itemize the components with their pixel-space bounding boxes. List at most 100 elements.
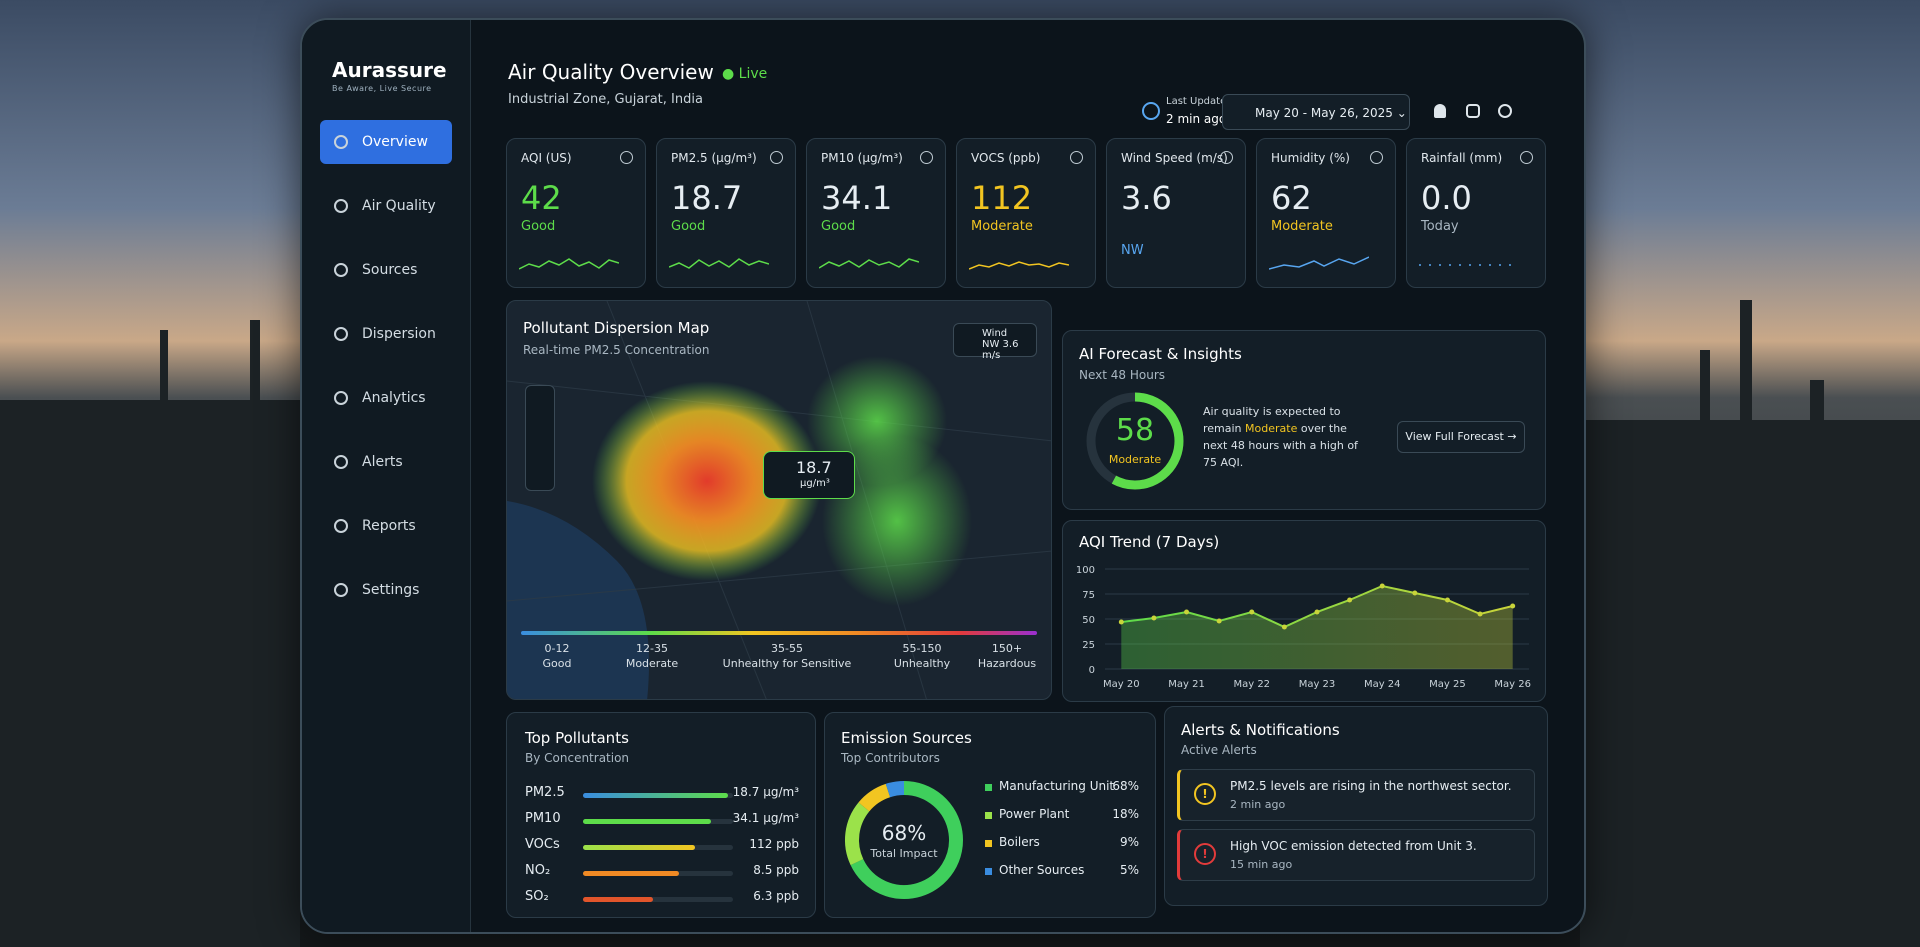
forecast-text: Air quality is expected to remain Modera… [1203, 403, 1373, 471]
forecast-title: AI Forecast & Insights [1079, 345, 1242, 363]
nav-item[interactable]: Alerts [320, 440, 452, 484]
x-tick-label: May 22 [1233, 679, 1270, 690]
trend-point [1216, 618, 1222, 624]
nav-label: Alerts [362, 454, 403, 470]
skyline [0, 300, 1920, 947]
metric-card: PM2.5 (µg/m³) 18.7 Good [656, 138, 796, 288]
metric-status: NW [1121, 243, 1144, 258]
pollutant-row: PM10 34.1 µg/m³ [525, 811, 799, 831]
brand-name: Aurassure [332, 58, 447, 82]
metric-card: Rainfall (mm) 0.0 Today [1406, 138, 1546, 288]
text: PM2.5 [525, 785, 565, 800]
pollutants-subtitle: By Concentration [525, 751, 630, 765]
trend-point [1412, 590, 1418, 596]
trend-panel: AQI Trend (7 Days) 0 25 50 75 100 May 20 May 2… [1062, 520, 1546, 702]
text: Air quality is expected to remain [1203, 405, 1341, 435]
text: 55-150 [902, 642, 942, 655]
location: Industrial Zone, Gujarat, India [508, 92, 703, 107]
nav-item[interactable]: Overview [320, 120, 452, 164]
legend-swatch [985, 868, 992, 875]
text: 2 min ago [1230, 798, 1286, 811]
user-icon[interactable] [1498, 104, 1512, 118]
legend-scale [521, 631, 1037, 635]
x-tick-label: May 20 [1103, 679, 1140, 690]
metric-label: VOCS (ppb) [971, 151, 1041, 165]
date-picker[interactable]: May 20 - May 26, 2025 ⌄ [1222, 94, 1410, 130]
metric-label: PM2.5 (µg/m³) [671, 151, 757, 165]
sparkline [669, 258, 769, 269]
live-label: Live [738, 66, 768, 82]
trend-chart: 0 25 50 75 100 May 20 May 21 May 22 May 23 May 24… [1076, 565, 1531, 690]
trend-point [1510, 603, 1516, 609]
trend-area [1121, 586, 1513, 669]
legend-label: Power Plant [999, 807, 1070, 821]
text: PM10 [525, 811, 561, 826]
pollutant-row: PM2.5 18.7 µg/m³ [525, 785, 799, 805]
metric-label: PM10 (µg/m³) [821, 151, 903, 165]
reading-value: 18.7 [796, 458, 832, 477]
legend-label: Other Sources [999, 863, 1085, 877]
device-icon[interactable] [1466, 104, 1480, 118]
x-tick-label: May 23 [1299, 679, 1336, 690]
nav-item[interactable]: Settings [320, 568, 452, 612]
map-controls[interactable] [525, 385, 555, 491]
trend-point [1477, 611, 1483, 617]
pollutants-panel: Top Pollutants By Concentration PM2.5 18.7… [506, 712, 816, 918]
trend-point [1118, 619, 1124, 625]
metric-value: 0.0 [1421, 179, 1472, 217]
forecast-button[interactable]: View Full Forecast → [1397, 421, 1525, 453]
trend-point [1444, 597, 1450, 603]
forecast-panel: AI Forecast & Insights Next 48 Hours 58 M… [1062, 330, 1546, 510]
sparkline [819, 258, 919, 269]
metric-status: Today [1421, 219, 1459, 234]
date-range: May 20 - May 26, 2025 [1255, 106, 1393, 120]
nav-item[interactable]: Dispersion [320, 312, 452, 356]
metric-status: Moderate [1271, 219, 1333, 234]
trend-point [1314, 609, 1320, 615]
metric-value: 112 [971, 179, 1033, 217]
forecast-subtitle: Next 48 Hours [1079, 368, 1166, 382]
metric-value: 34.1 [821, 179, 893, 217]
text: Unhealthy [893, 657, 951, 670]
x-tick-label: May 26 [1494, 679, 1531, 690]
donut-center-label: Total Impact [870, 847, 938, 860]
emission-legend-row: Power Plant 18% [985, 807, 1139, 827]
emission-donut [845, 781, 963, 899]
nav-item[interactable]: Air Quality [320, 184, 452, 228]
nav-item[interactable]: Reports [320, 504, 452, 548]
dashboard: Aurassure Be Aware, Live Secure Overview… [300, 18, 1586, 934]
text: PM2.5 levels are rising in the northwest… [1230, 779, 1512, 793]
text: 0-12 [544, 642, 570, 655]
text: 18.7 µg/m³ [732, 785, 799, 799]
alert-item[interactable]: ! High VOC emission detected from Unit 3.… [1177, 829, 1535, 881]
forecast-status: Moderate [1108, 453, 1162, 466]
y-tick-label: 25 [1082, 640, 1095, 651]
sparkline [1419, 264, 1519, 266]
text: 12-35 [636, 642, 668, 655]
brand: Aurassure Be Aware, Live Secure [332, 58, 447, 93]
bell-icon[interactable] [1434, 104, 1446, 118]
pollutant-row: NO₂ 8.5 ppb [525, 863, 799, 883]
x-tick-label: May 21 [1168, 679, 1205, 690]
nav-item[interactable]: Analytics [320, 376, 452, 420]
reading-popup: 18.7 µg/m³ [763, 451, 855, 499]
metric-status: Good [671, 219, 706, 234]
forecast-value: 58 [1115, 413, 1155, 448]
emission-legend-row: Boilers 9% [985, 835, 1139, 855]
alerts-title: Alerts & Notifications [1181, 721, 1340, 739]
metric-card: Humidity (%) 62 Moderate [1256, 138, 1396, 288]
map-subtitle: Real-time PM2.5 Concentration [523, 343, 710, 357]
text: 6.3 ppb [753, 889, 799, 903]
alert-item[interactable]: ! PM2.5 levels are rising in the northwes… [1177, 769, 1535, 821]
x-tick-label: May 25 [1429, 679, 1466, 690]
page-title: Air Quality Overview [508, 60, 714, 84]
trend-point [1184, 609, 1190, 615]
alerts-panel: Alerts & Notifications Active Alerts ! PM2… [1164, 706, 1548, 906]
text: Moderate [625, 657, 679, 670]
map-title: Pollutant Dispersion Map Real-time PM2.5 … [523, 319, 710, 357]
last-updated: 2 min ago [1166, 112, 1227, 126]
text: 150+ [991, 642, 1023, 655]
legend-swatch [985, 812, 992, 819]
nav-item[interactable]: Sources [320, 248, 452, 292]
